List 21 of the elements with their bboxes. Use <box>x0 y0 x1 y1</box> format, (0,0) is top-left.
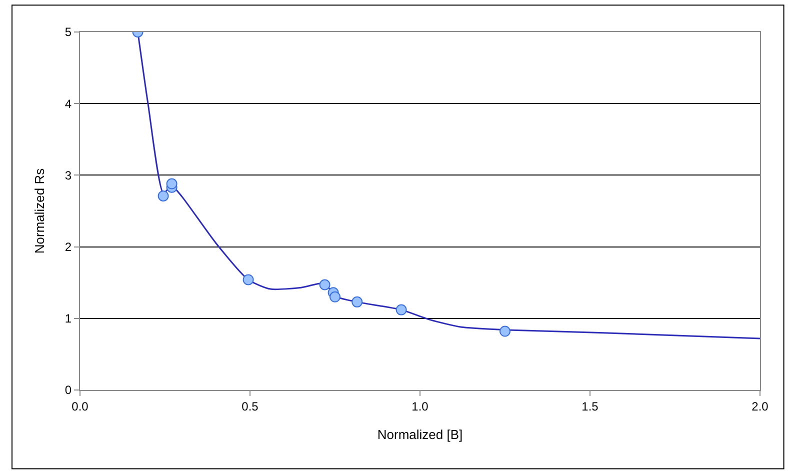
y-tick-label: 3 <box>64 168 72 182</box>
y-tick-label: 2 <box>64 240 72 254</box>
point <box>352 296 363 308</box>
y-tick-label: 0 <box>64 383 72 398</box>
x-tick-label: 1.5 <box>582 399 599 414</box>
point <box>396 304 407 316</box>
y-tick-label: 5 <box>64 25 72 40</box>
y-tick-label: 1 <box>64 312 72 326</box>
point <box>242 274 254 286</box>
y-tick-label: 4 <box>64 96 72 111</box>
x-axis-title: Normalized [B] <box>377 427 463 442</box>
point <box>330 291 340 302</box>
x-tick-label: 2.0 <box>752 399 769 414</box>
point <box>158 190 169 202</box>
point <box>166 178 178 190</box>
y-axis-title: Normalized Rs <box>32 168 47 254</box>
x-tick-label: 0.0 <box>72 399 89 414</box>
x-tick-label: 1.0 <box>412 399 429 414</box>
point <box>319 279 330 290</box>
point <box>500 326 510 337</box>
x-tick-label: 0.5 <box>242 399 259 414</box>
